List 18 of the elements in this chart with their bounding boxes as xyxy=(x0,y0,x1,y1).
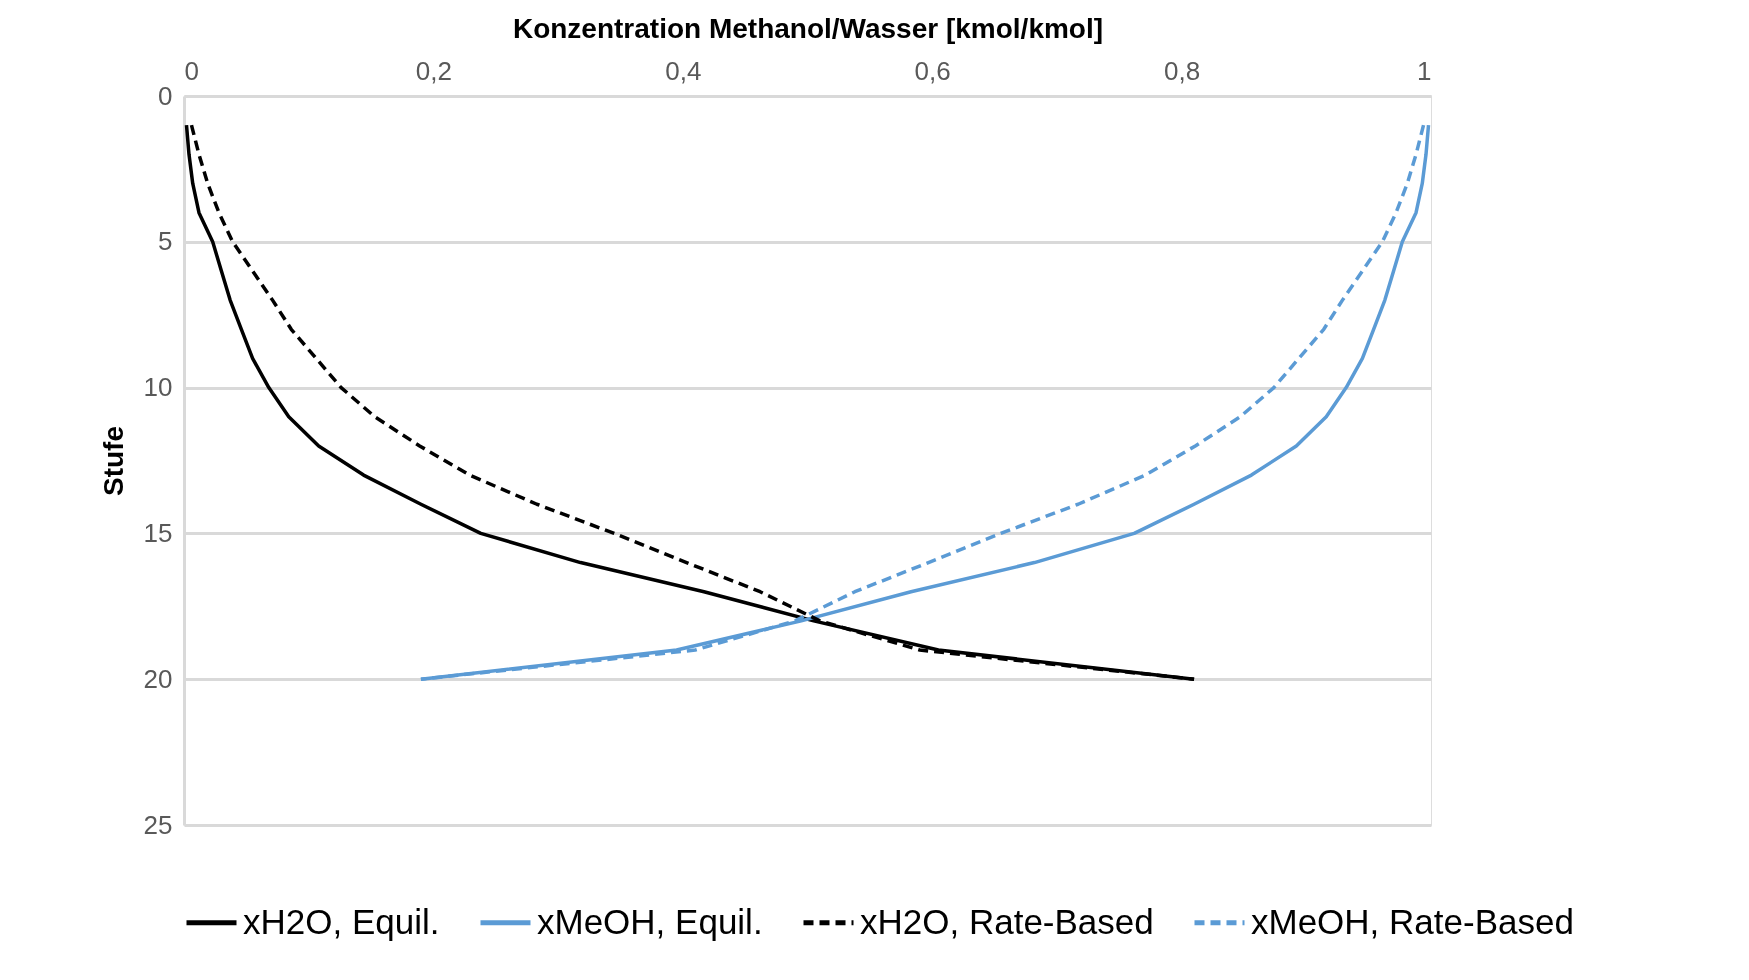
x-tick-label: 0 xyxy=(184,55,199,86)
y-tick-label: 20 xyxy=(143,663,173,694)
legend-label: xMeOH, Equil. xyxy=(537,901,763,941)
legend-label: xMeOH, Rate-Based xyxy=(1251,901,1574,941)
y-tick-label: 15 xyxy=(143,517,173,548)
y-tick-label: 10 xyxy=(143,372,173,403)
x-tick-label: 0,4 xyxy=(665,55,702,86)
legend-label: xH2O, Equil. xyxy=(243,901,440,941)
y-tick-label: 0 xyxy=(158,80,173,111)
y-axis-title: Stufe xyxy=(97,426,129,496)
x-axis-title: Konzentration Methanol/Wasser [kmol/kmol] xyxy=(512,12,1104,44)
x-tick-label: 0,8 xyxy=(1164,55,1201,86)
legend-label: xH2O, Rate-Based xyxy=(860,901,1154,941)
y-tick-label: 5 xyxy=(158,226,173,257)
x-tick-label: 1 xyxy=(1417,55,1432,86)
y-tick-label: 25 xyxy=(143,809,173,840)
x-tick-label: 0,6 xyxy=(914,55,951,86)
x-tick-label: 0,2 xyxy=(415,55,452,86)
